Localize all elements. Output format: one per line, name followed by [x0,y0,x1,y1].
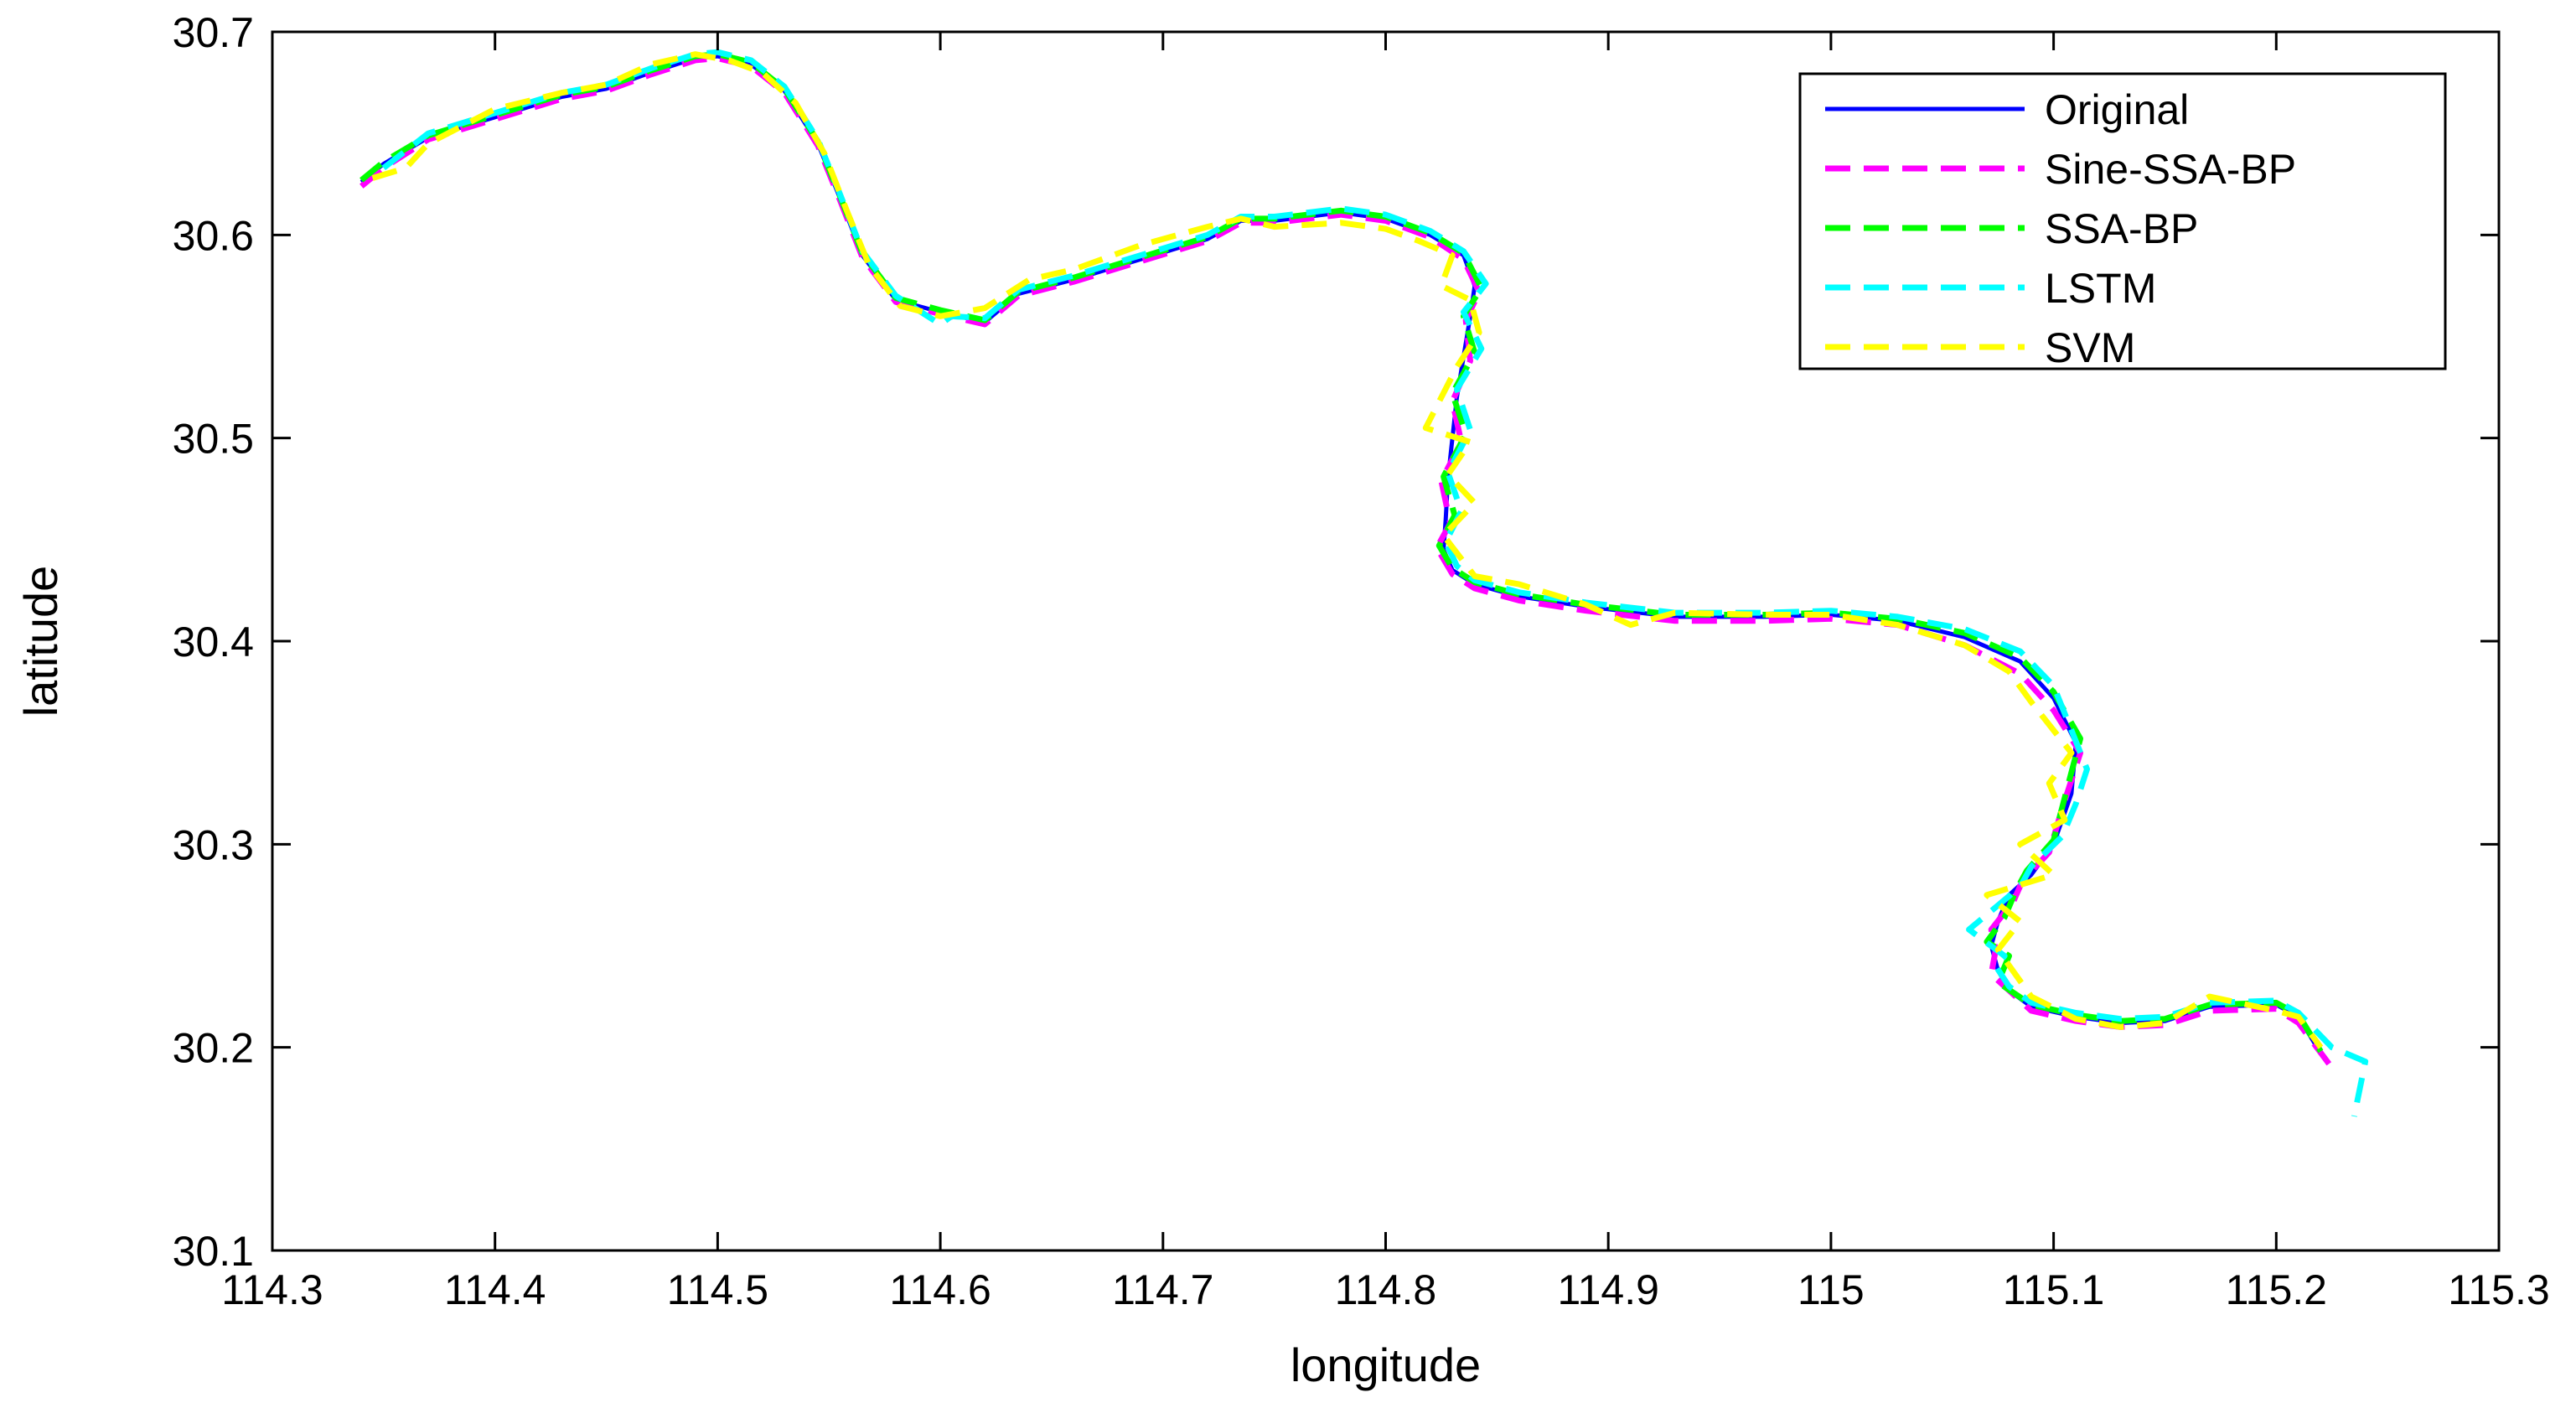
series-line-lstm [381,49,2369,1117]
x-tick-label: 115.2 [2226,1266,2327,1313]
x-tick-label: 114.7 [1112,1266,1213,1313]
y-axis-label: latitude [14,566,67,717]
y-axis: 30.1 30.2 30.3 30.4 30.5 30.6 30.7 [173,9,2499,1275]
x-axis: 114.3 114.4 114.5 114.6 114.7 114.8 114.9 115 11… [221,32,2550,1313]
x-tick-label: 114.6 [889,1266,991,1313]
x-tick-label: 115 [1798,1266,1865,1313]
x-tick-label: 114.5 [667,1266,768,1313]
y-tick-label: 30.1 [173,1228,254,1275]
y-tick-label: 30.4 [173,619,254,665]
legend-box [1798,72,2447,370]
x-axis-label: longitude [1291,1338,1481,1391]
y-tick-label: 30.6 [173,212,254,259]
legend: Original Sine-SSA-BP SSA-BP LSTM SVM [1798,72,2447,371]
legend-label-original: Original [2045,86,2189,133]
legend-label-svm: SVM [2045,324,2135,371]
series-layer [360,49,2369,1117]
y-tick-label: 30.3 [173,821,254,868]
y-tick-label: 30.7 [173,9,254,56]
y-tick-label: 30.2 [173,1025,254,1072]
x-tick-label: 115.1 [2003,1266,2104,1313]
legend-label-sine-ssa-bp: Sine-SSA-BP [2045,146,2296,193]
x-tick-label: 114.3 [221,1266,323,1313]
series-line-svm [371,51,2324,1049]
y-tick-label: 30.5 [173,416,254,463]
x-tick-label: 114.4 [444,1266,546,1313]
x-tick-label: 114.8 [1335,1266,1436,1313]
x-tick-label: 115.3 [2448,1266,2549,1313]
x-tick-label: 114.9 [1557,1266,1658,1313]
legend-label-lstm: LSTM [2045,265,2156,312]
legend-label-ssa-bp: SSA-BP [2045,205,2198,252]
